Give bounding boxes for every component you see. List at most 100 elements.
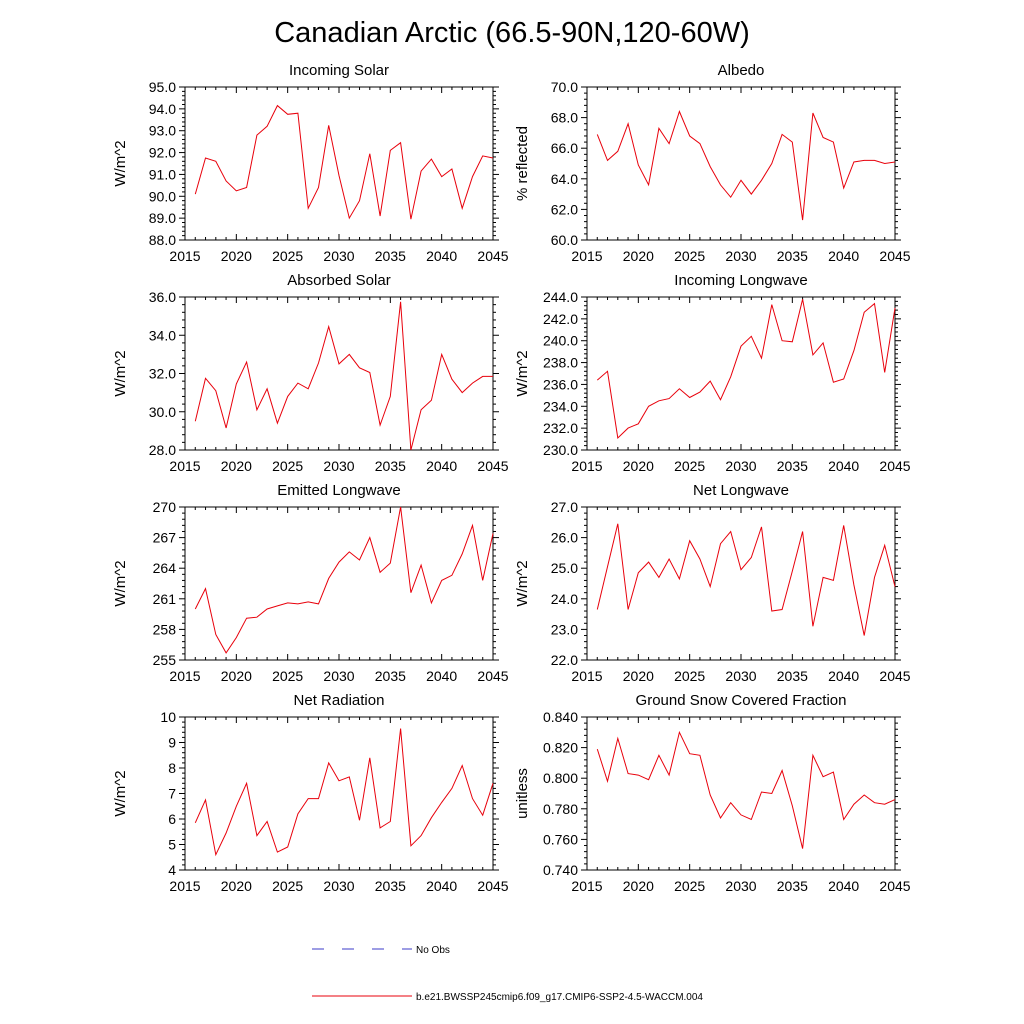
panel-7-xtick-label: 2045 (477, 878, 508, 894)
panel-5-xtick-label: 2045 (477, 668, 508, 684)
panel-4-ylabel: W/m^2 (514, 350, 531, 396)
panel-7-xtick-label: 2020 (221, 878, 252, 894)
panel-4: Incoming Longwave W/m^2 2015 2020 2025 2030 20… (514, 272, 911, 474)
panel-8-xtick-label: 2045 (879, 878, 910, 894)
panel-1-ytick-label: 92.0 (149, 145, 176, 161)
panel-3-title: Absorbed Solar (287, 272, 390, 289)
panel-5-xtick-label: 2020 (221, 668, 252, 684)
panel-7-ytick-label: 9 (168, 735, 176, 751)
panel-7: Net Radiation W/m^2 2015 2020 2025 2030 2035 20… (112, 692, 509, 894)
panel-4-ytick-label: 242.0 (543, 311, 578, 327)
panel-7-ytick-label: 5 (168, 837, 176, 853)
panel-8-ytick-label: 0.800 (543, 770, 578, 786)
panel-2-title: Albedo (718, 62, 765, 79)
panel-2-xtick-label: 2030 (725, 248, 756, 264)
panel-7-xtick-label: 2025 (272, 878, 303, 894)
legend: No Obs b.e21.BWSSP245cmip6.f09_g17.CMIP6… (312, 945, 703, 1003)
panel-7-ytick-label: 7 (168, 786, 176, 802)
panel-6-ytick-label: 22.0 (551, 652, 578, 668)
panels: Incoming Solar W/m^2 2015 2020 2025 2030 2035 2… (112, 62, 911, 894)
panel-7-xtick-label: 2040 (426, 878, 457, 894)
panel-7-series-line (194, 728, 494, 857)
panel-2-xtick-label: 2045 (879, 248, 910, 264)
panel-3-series-line (194, 301, 493, 451)
panel-8: Ground Snow Covered Fraction unitless 2015… (514, 692, 911, 894)
panel-2-xtick-label: 2040 (828, 248, 859, 264)
panel-6-xtick-label: 2040 (828, 668, 859, 684)
panel-1-xtick-label: 2045 (477, 248, 508, 264)
panel-4-xtick-label: 2020 (623, 458, 654, 474)
panel-8-xtick-label: 2035 (777, 878, 808, 894)
panel-3-xtick-label: 2025 (272, 458, 303, 474)
panel-4-title: Incoming Longwave (674, 272, 807, 289)
panel-2-ytick-label: 60.0 (551, 232, 578, 248)
panel-7-xtick-label: 2015 (169, 878, 200, 894)
panel-8-ytick-label: 0.780 (543, 801, 578, 817)
panel-7-ylabel: W/m^2 (112, 770, 129, 816)
panel-3-xtick-label: 2045 (477, 458, 508, 474)
panel-6-ytick-label: 23.0 (551, 621, 578, 637)
panel-7-ytick-label: 4 (168, 862, 176, 878)
panel-7-ytick-label: 8 (168, 760, 176, 776)
panel-7-ytick-label: 10 (160, 709, 176, 725)
panel-2-ytick-label: 62.0 (551, 201, 578, 217)
panel-1-xtick-label: 2025 (272, 248, 303, 264)
panel-1-ytick-label: 88.0 (149, 232, 176, 248)
panel-8-xtick-label: 2040 (828, 878, 859, 894)
panel-1-xtick-label: 2040 (426, 248, 457, 264)
panel-1-title: Incoming Solar (289, 62, 389, 79)
panel-3: Absorbed Solar W/m^2 2015 2020 2025 2030 2035 2… (112, 272, 509, 474)
panel-5-ytick-label: 270 (153, 499, 177, 515)
panel-5-xtick-label: 2035 (375, 668, 406, 684)
panel-3-xtick-label: 2015 (169, 458, 200, 474)
panel-5-ylabel: W/m^2 (112, 560, 129, 606)
panel-6-ylabel: W/m^2 (514, 560, 531, 606)
panel-3-ytick-label: 32.0 (149, 366, 176, 382)
panel-5-xtick-label: 2025 (272, 668, 303, 684)
panel-5-series-line (194, 506, 494, 654)
panel-5-ytick-label: 267 (153, 530, 177, 546)
panel-8-ytick-label: 0.740 (543, 862, 578, 878)
panel-8-ytick-label: 0.840 (543, 709, 578, 725)
panel-3-ytick-label: 34.0 (149, 327, 176, 343)
panel-1-series-line (194, 104, 494, 220)
panel-4-ytick-label: 240.0 (543, 333, 578, 349)
panel-2: Albedo % reflected 2015 2020 2025 2030 2035 204… (514, 62, 911, 264)
panel-1-ylabel: W/m^2 (112, 140, 129, 186)
panel-4-ytick-label: 232.0 (543, 420, 578, 436)
panel-6-xtick-label: 2030 (725, 668, 756, 684)
panel-1-ytick-label: 93.0 (149, 123, 176, 139)
panel-2-xtick-label: 2035 (777, 248, 808, 264)
panel-6-ytick-label: 26.0 (551, 530, 578, 546)
panel-4-xtick-label: 2015 (571, 458, 602, 474)
panel-8-xtick-label: 2025 (674, 878, 705, 894)
panel-8-xtick-label: 2030 (725, 878, 756, 894)
panel-2-xtick-label: 2015 (571, 248, 602, 264)
panel-1: Incoming Solar W/m^2 2015 2020 2025 2030 2035 2… (112, 62, 509, 264)
panel-5-ytick-label: 261 (153, 591, 177, 607)
panel-4-xtick-label: 2030 (725, 458, 756, 474)
panel-5-xtick-label: 2015 (169, 668, 200, 684)
panel-5: Emitted Longwave W/m^2 2015 2020 2025 2030 203… (112, 482, 509, 684)
panel-1-xtick-label: 2035 (375, 248, 406, 264)
panel-2-ytick-label: 70.0 (551, 79, 578, 95)
panel-3-xtick-label: 2035 (375, 458, 406, 474)
panel-4-ytick-label: 236.0 (543, 376, 578, 392)
panel-5-ytick-label: 258 (153, 621, 177, 637)
panel-7-title: Net Radiation (294, 692, 385, 709)
panel-6-xtick-label: 2045 (879, 668, 910, 684)
panel-4-ytick-label: 230.0 (543, 442, 578, 458)
panel-6-ytick-label: 27.0 (551, 499, 578, 515)
panel-2-xtick-label: 2025 (674, 248, 705, 264)
panel-2-ylabel: % reflected (514, 126, 531, 201)
panel-5-ytick-label: 264 (153, 560, 177, 576)
panel-8-ytick-label: 0.820 (543, 740, 578, 756)
panel-4-ytick-label: 244.0 (543, 289, 578, 305)
panel-8-xtick-label: 2015 (571, 878, 602, 894)
panel-2-series-line (596, 110, 896, 221)
panel-7-xtick-label: 2035 (375, 878, 406, 894)
panel-6-xtick-label: 2035 (777, 668, 808, 684)
panel-6-xtick-label: 2015 (571, 668, 602, 684)
panel-6: Net Longwave W/m^2 2015 2020 2025 2030 2035 204… (514, 482, 911, 684)
